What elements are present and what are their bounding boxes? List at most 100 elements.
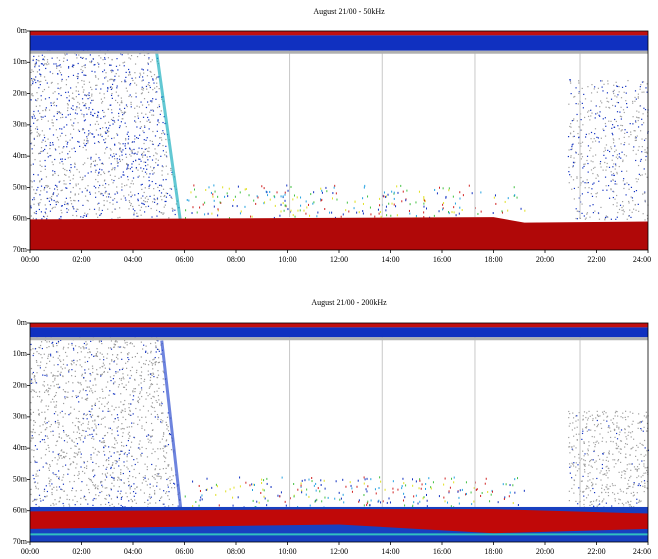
echo-speckle [99, 193, 102, 195]
echo-speckle [130, 191, 132, 193]
echo-speckle [92, 461, 94, 463]
echo-speckle [167, 443, 170, 446]
echo-speckle [618, 86, 620, 88]
echo-speckle [128, 431, 130, 433]
echo-speckle [608, 488, 610, 490]
echo-speckle [100, 162, 103, 165]
echo-speckle [110, 455, 112, 457]
echo-speckle [605, 466, 607, 468]
echo-speckle [517, 477, 519, 480]
echo-speckle [82, 422, 84, 425]
echo-speckle [76, 208, 78, 210]
echo-speckle [86, 465, 88, 467]
echo-speckle [56, 185, 58, 187]
echo-speckle [79, 439, 82, 441]
echo-speckle [32, 199, 34, 201]
echo-speckle [639, 484, 642, 487]
echo-speckle [409, 212, 411, 215]
echo-speckle [201, 494, 203, 497]
echo-speckle [36, 71, 39, 73]
echo-speckle [574, 161, 576, 164]
echo-speckle [626, 106, 628, 108]
echo-speckle [610, 120, 612, 122]
echo-speckle [608, 107, 611, 109]
echo-speckle [126, 167, 129, 169]
echo-speckle [161, 170, 163, 172]
echo-speckle [167, 464, 169, 466]
echo-speckle [625, 419, 627, 421]
echo-speckle [324, 496, 326, 499]
x-tick-label: 12:00 [330, 547, 348, 556]
echo-speckle [53, 188, 56, 190]
echo-speckle [78, 448, 81, 450]
echo-speckle [33, 78, 35, 80]
echo-speckle [148, 104, 150, 106]
echo-speckle [163, 433, 165, 435]
echo-speckle [586, 485, 588, 487]
echo-speckle [30, 142, 33, 144]
echo-speckle [81, 113, 83, 115]
echo-speckle [123, 61, 126, 63]
echo-speckle [33, 197, 35, 199]
echo-speckle [121, 358, 123, 360]
echo-speckle [620, 97, 623, 99]
echo-speckle [126, 367, 128, 369]
echo-speckle [42, 90, 44, 93]
echo-speckle [586, 430, 588, 432]
echo-speckle [626, 438, 628, 440]
echo-speckle [152, 114, 155, 116]
echo-speckle [42, 215, 45, 218]
echo-speckle [167, 173, 169, 175]
echo-speckle [56, 475, 58, 478]
echo-speckle [63, 505, 65, 507]
echo-speckle [616, 85, 619, 88]
echo-speckle [578, 210, 580, 213]
echo-speckle [623, 144, 625, 146]
echo-speckle [158, 184, 161, 186]
echo-speckle [127, 142, 129, 144]
echo-speckle [44, 98, 47, 100]
echo-speckle [190, 191, 192, 194]
migration-edge [154, 48, 183, 224]
echo-speckle [41, 150, 43, 153]
echo-speckle [568, 442, 571, 444]
echo-speckle [58, 111, 60, 113]
echo-speckle [58, 457, 60, 459]
echo-speckle [438, 495, 440, 498]
echo-speckle [629, 477, 631, 479]
echo-speckle [572, 136, 574, 138]
echo-speckle [100, 504, 102, 506]
echo-speckle [604, 217, 606, 219]
echo-speckle [630, 448, 632, 450]
echo-speckle [113, 421, 115, 423]
echo-speckle [31, 435, 33, 437]
echo-speckle [588, 445, 590, 447]
echo-speckle [116, 87, 118, 89]
echo-speckle [64, 390, 66, 393]
echo-speckle [40, 115, 42, 118]
echo-speckle [61, 78, 63, 81]
echo-speckle [646, 467, 648, 469]
echo-speckle [514, 491, 516, 494]
echo-speckle [48, 483, 50, 485]
echo-speckle [77, 451, 80, 453]
echo-speckle [514, 478, 516, 481]
echo-speckle [104, 131, 106, 133]
echo-speckle [351, 490, 353, 493]
echo-speckle [619, 448, 621, 450]
echo-speckle [92, 108, 94, 111]
echo-speckle [50, 154, 52, 157]
echo-speckle [90, 61, 92, 64]
echo-speckle [150, 405, 152, 407]
y-tick-label: 50m [13, 182, 28, 191]
echo-speckle [99, 482, 102, 484]
echo-speckle [127, 179, 129, 181]
echo-speckle [145, 350, 147, 352]
echo-speckle [120, 450, 122, 452]
echo-speckle [73, 122, 75, 124]
echo-speckle [104, 179, 106, 181]
echo-speckle [116, 414, 119, 416]
x-tick-label: 14:00 [381, 255, 399, 264]
echo-speckle [127, 439, 130, 442]
echo-speckle [117, 94, 120, 97]
